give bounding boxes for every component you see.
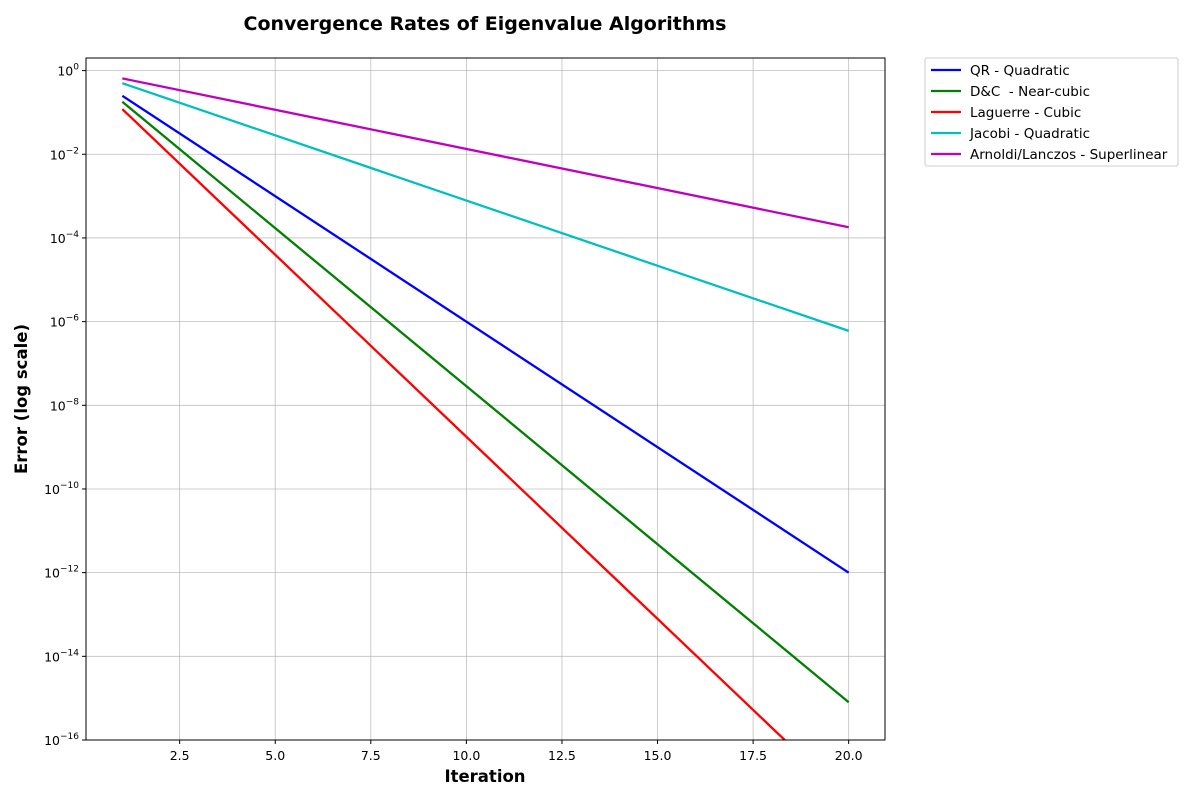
plot-frame [85, 57, 886, 741]
chart-title: Convergence Rates of Eigenvalue Algorith… [244, 13, 727, 35]
y-axis-ticks: 100 10−2 10−4 10−6 10−8 10−10 10−12 10−14 10−16 [44, 63, 86, 748]
legend-label-5: Arnoldi/Lanczos - Superlinear [970, 147, 1168, 163]
y-tick-label: 10−2 [50, 146, 79, 162]
legend-box [924, 57, 1179, 167]
y-tick-label: 10−16 [44, 732, 79, 748]
legend: QR - Quadratic D&C - Near-cubic Laguerre -… [924, 57, 1179, 167]
legend-label-1: QR - Quadratic [970, 63, 1070, 79]
x-tick-label: 17.5 [739, 748, 767, 763]
x-axis-ticks: 2.5 5.0 7.5 10.0 12.5 15.0 17.5 20.0 [170, 740, 863, 763]
legend-label-3: Laguerre - Cubic [970, 105, 1081, 121]
series-line-4 [121, 82, 850, 332]
series-line-3 [121, 108, 787, 740]
y-tick-label: 10−10 [44, 481, 79, 497]
x-tick-label: 2.5 [170, 748, 190, 763]
x-tick-label: 15.0 [644, 748, 672, 763]
x-tick-label: 20.0 [835, 748, 863, 763]
series-line-2 [121, 100, 850, 704]
grid-lines [86, 58, 885, 741]
series-lines [121, 77, 850, 740]
x-tick-label: 12.5 [548, 748, 576, 763]
x-tick-label: 10.0 [452, 748, 480, 763]
series-line-5 [122, 77, 849, 229]
y-tick-label: 100 [57, 63, 79, 79]
y-tick-label: 10−6 [50, 314, 79, 330]
y-axis-title: Error (log scale) [12, 324, 31, 474]
x-tick-label: 5.0 [265, 748, 285, 763]
x-tick-label: 7.5 [361, 748, 381, 763]
legend-label-4: Jacobi - Quadratic [969, 126, 1090, 142]
legend-label-2: D&C - Near-cubic [970, 84, 1090, 100]
y-tick-label: 10−14 [44, 648, 79, 664]
y-tick-label: 10−8 [50, 397, 79, 413]
x-axis-title: Iteration [444, 767, 525, 786]
series-line-1 [121, 94, 850, 574]
y-tick-label: 10−12 [44, 565, 79, 581]
y-tick-label: 10−4 [50, 230, 79, 246]
